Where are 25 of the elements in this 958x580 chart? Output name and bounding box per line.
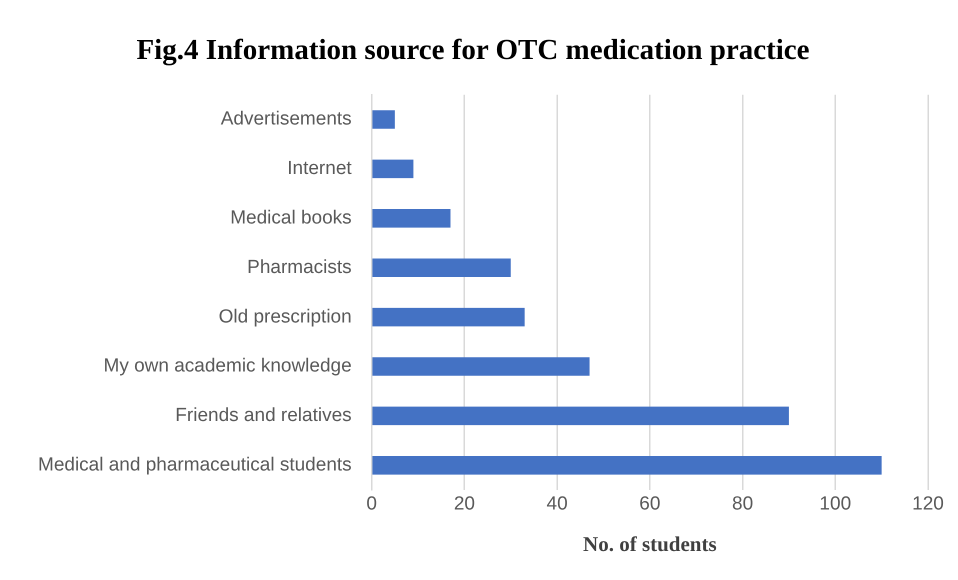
y-tick-label: Internet	[287, 158, 352, 180]
bar	[372, 209, 450, 228]
y-tick-label: Medical and pharmaceutical students	[38, 454, 352, 476]
x-tick-label: 20	[454, 494, 475, 515]
y-tick-label: Medical books	[230, 208, 352, 229]
x-tick-label: 120	[912, 494, 944, 515]
y-tick-label: My own academic knowledge	[103, 356, 352, 377]
x-tick-label: 0	[366, 494, 377, 515]
y-tick-label: Friends and relatives	[175, 405, 352, 426]
y-tick-label: Old prescription	[218, 306, 352, 328]
bar	[372, 406, 789, 426]
chart-title: Fig.4 Information source for OTC medication practice	[136, 34, 810, 66]
bar	[372, 456, 882, 475]
bar	[372, 258, 511, 277]
bar	[372, 308, 525, 326]
bar	[372, 160, 414, 178]
y-tick-label: Pharmacists	[247, 256, 352, 278]
x-axis-title: No. of students	[583, 532, 717, 556]
x-tick-label: 100	[819, 494, 852, 515]
y-tick-label: Advertisements	[220, 108, 352, 130]
bar	[372, 110, 395, 129]
x-tick-label: 40	[546, 494, 568, 515]
x-tick-label: 80	[732, 494, 754, 515]
x-tick-label: 60	[639, 494, 660, 515]
bar	[372, 357, 590, 376]
